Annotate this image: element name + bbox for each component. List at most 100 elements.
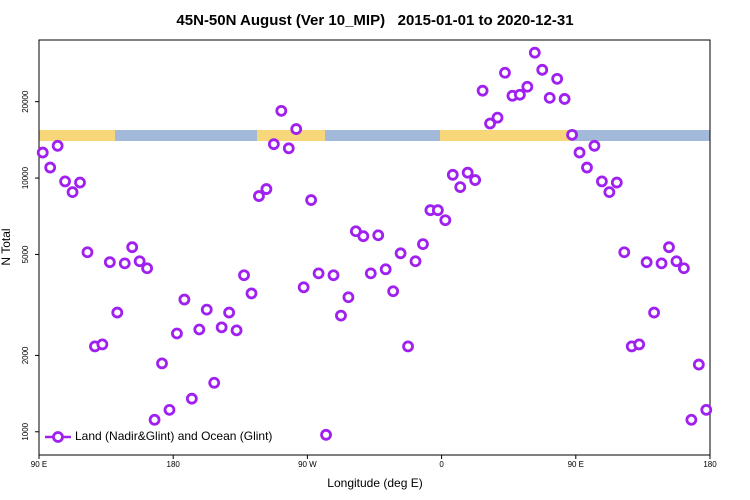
point (290, 123, 303, 135)
point (267, 138, 280, 151)
point (491, 111, 504, 124)
point (372, 229, 385, 242)
point (185, 392, 198, 405)
point (327, 269, 340, 282)
legend-label: Land (Nadir&Glint) and Ocean (Glint) (75, 429, 272, 443)
point (282, 142, 295, 155)
point (260, 183, 273, 195)
x-tick-label: 0 (439, 460, 444, 469)
point (238, 269, 250, 282)
point (573, 146, 586, 159)
point (402, 340, 414, 353)
y-tick-label: 1000 (21, 422, 30, 440)
x-axis-label: Longitude (deg E) (327, 476, 422, 490)
y-axis-label: N Total (0, 228, 13, 265)
point (700, 403, 713, 416)
point (163, 403, 176, 416)
y-tick-label: 20000 (21, 90, 30, 113)
point (633, 338, 646, 351)
x-tick-label: 180 (703, 460, 717, 469)
point (610, 176, 623, 189)
point (178, 293, 191, 306)
point (245, 287, 258, 300)
point (446, 168, 459, 181)
point (305, 194, 318, 206)
point (253, 190, 265, 202)
point (357, 230, 370, 243)
land-band (257, 130, 325, 141)
point (566, 128, 578, 141)
point (126, 241, 139, 254)
point (133, 255, 146, 268)
point (103, 256, 116, 269)
point (275, 104, 288, 117)
point (342, 291, 355, 304)
point (678, 262, 690, 275)
point (484, 117, 496, 130)
point (536, 63, 549, 76)
ocean-band (572, 130, 710, 141)
point (66, 186, 79, 199)
series (36, 46, 713, 441)
point (320, 428, 332, 441)
point (692, 358, 705, 371)
point (528, 46, 541, 59)
point (417, 238, 429, 251)
point (193, 323, 206, 336)
point (648, 306, 660, 319)
point (588, 139, 601, 152)
land-band (39, 130, 115, 141)
point (603, 186, 616, 199)
point (156, 357, 168, 370)
point (141, 262, 154, 275)
point (51, 139, 64, 152)
point (379, 263, 392, 276)
point (335, 309, 347, 322)
point (118, 257, 131, 270)
point (454, 181, 467, 194)
point (439, 214, 452, 227)
point (521, 80, 534, 93)
point (431, 204, 444, 217)
point (394, 247, 407, 260)
legend-swatch-marker (52, 431, 64, 443)
point (297, 281, 310, 294)
point (513, 88, 526, 101)
point (59, 175, 71, 188)
point (663, 241, 675, 254)
point (223, 306, 236, 319)
x-tick-label: 90 E (31, 460, 47, 469)
y-tick-label: 5000 (21, 245, 30, 263)
point (364, 267, 377, 280)
point (581, 161, 593, 174)
point (640, 256, 653, 269)
point (44, 161, 57, 174)
point (499, 66, 511, 79)
point (469, 174, 482, 186)
point (670, 255, 683, 268)
point (148, 413, 161, 426)
point (387, 285, 400, 298)
point (685, 413, 698, 426)
legend: Land (Nadir&Glint) and Ocean (Glint) (45, 429, 272, 443)
plot-frame (38, 39, 711, 456)
land-band (440, 130, 572, 141)
point (215, 321, 228, 334)
point (200, 303, 213, 316)
point (655, 257, 668, 270)
ocean-band (115, 130, 257, 141)
y-tick-label: 2000 (21, 346, 30, 364)
point (230, 324, 243, 337)
point (81, 246, 94, 259)
point (312, 267, 325, 280)
y-tick-label: 10000 (21, 166, 30, 189)
point (171, 327, 183, 340)
point (36, 146, 49, 159)
x-tick-label: 180 (167, 460, 181, 469)
point (409, 255, 422, 268)
ocean-band (325, 130, 440, 141)
land-mask-stripe (39, 130, 710, 141)
point (551, 72, 564, 85)
